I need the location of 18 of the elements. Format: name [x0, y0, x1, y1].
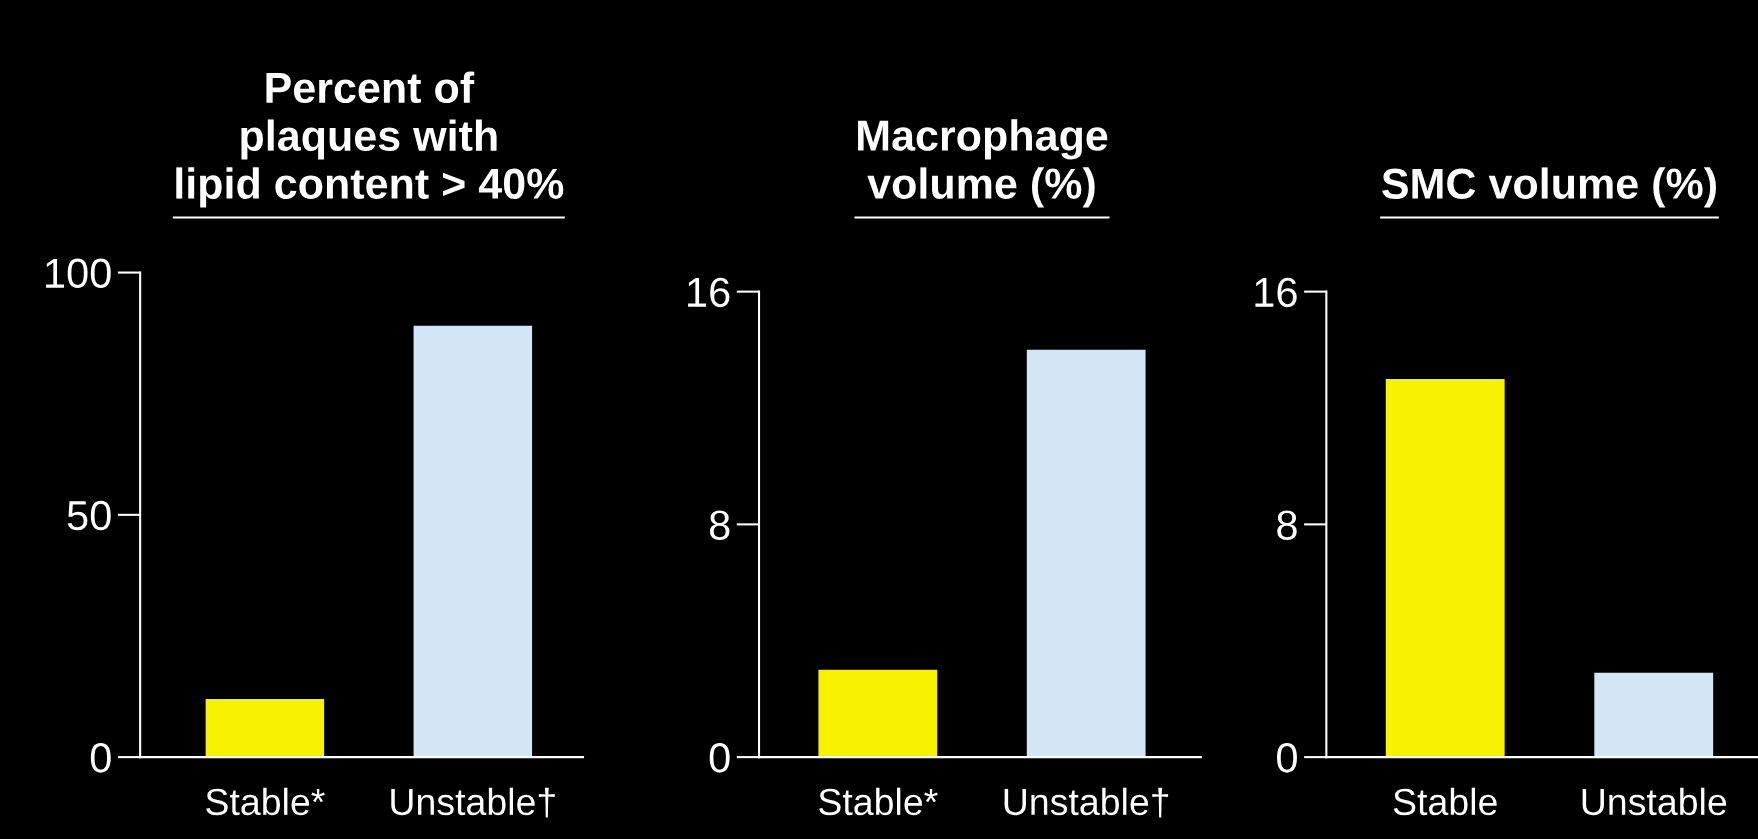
y-tick-label: 16: [1255, 277, 1297, 308]
chart-title: Percent of plaques with lipid content > 40%: [176, 71, 564, 208]
y-tick-label: 8: [1277, 510, 1297, 540]
x-tick-label: Stable: [1393, 787, 1497, 816]
y-tick-label: 0: [1277, 743, 1297, 773]
chart-title: SMC volume (%): [1382, 167, 1716, 208]
chart-title: Macrophage volume (%): [858, 119, 1108, 208]
x-tick-label: Unstable†: [1004, 787, 1169, 818]
y-tick-label: 0: [90, 743, 111, 773]
x-tick-label: Unstable: [1582, 787, 1727, 816]
x-tick-label: Stable*: [819, 787, 938, 816]
x-tick-label: Stable*: [206, 787, 325, 816]
y-tick-label: 50: [67, 500, 111, 531]
x-tick-label: Unstable†: [391, 787, 555, 818]
y-tick-label: 8: [709, 510, 730, 540]
y-tick-label: 16: [688, 277, 730, 308]
y-tick-label: 0: [709, 743, 730, 773]
y-tick-label: 100: [46, 258, 111, 289]
